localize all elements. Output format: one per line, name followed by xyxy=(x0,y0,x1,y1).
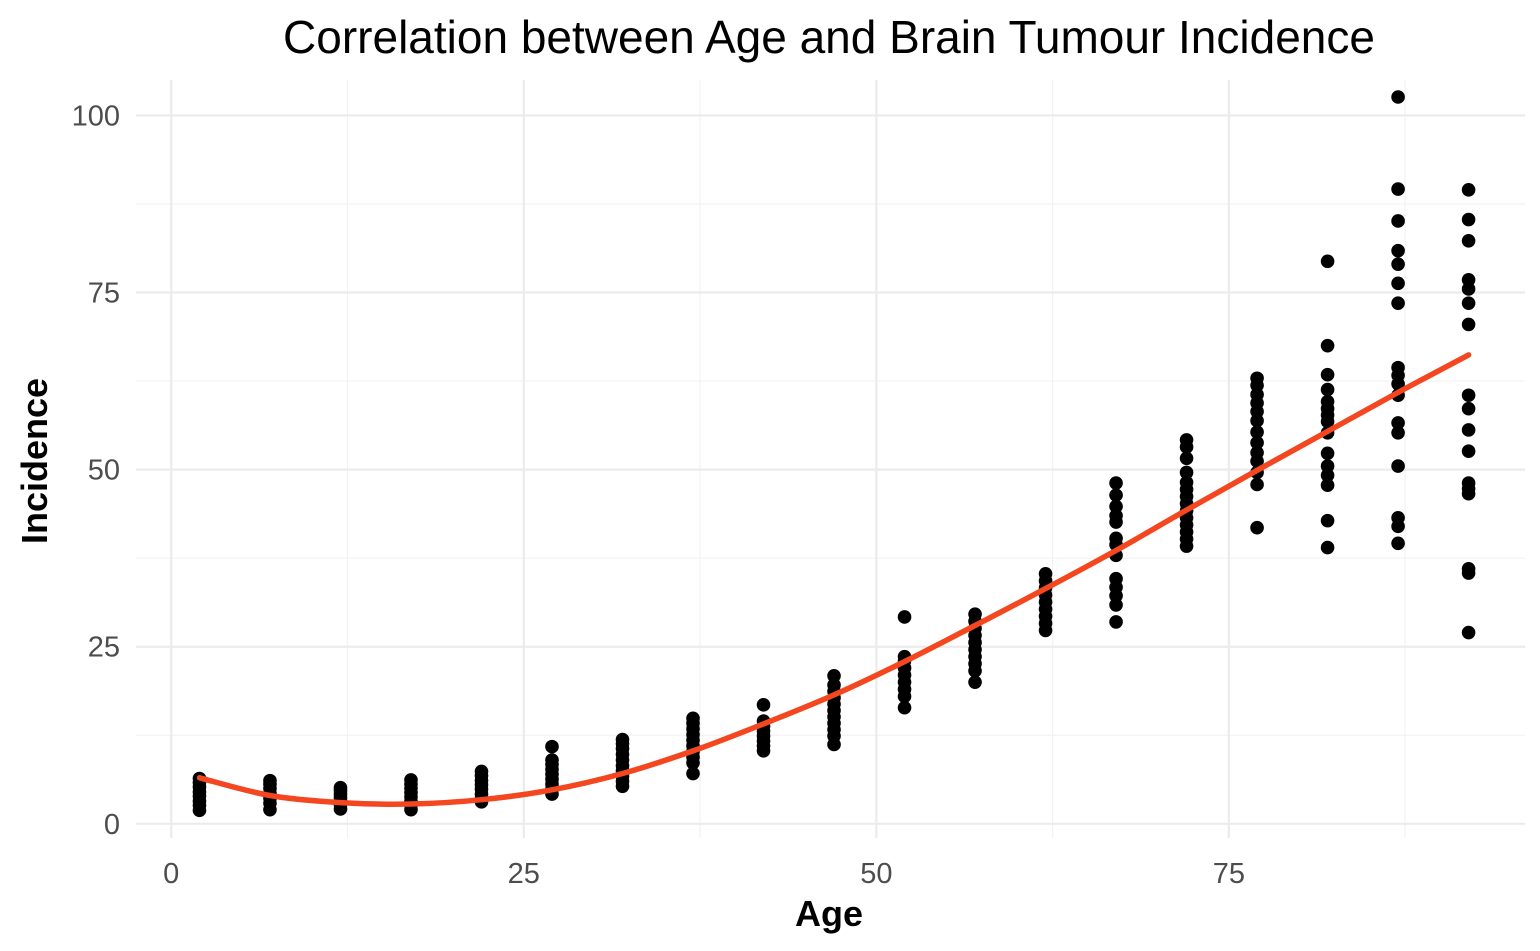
x-axis-title: Age xyxy=(795,893,863,934)
data-point xyxy=(686,766,700,781)
data-point xyxy=(1461,625,1476,640)
data-point xyxy=(1250,435,1264,450)
y-tick-label: 0 xyxy=(104,809,120,841)
data-point xyxy=(1109,488,1123,502)
data-point xyxy=(1461,234,1476,248)
data-point xyxy=(545,739,559,754)
y-tick-label: 25 xyxy=(88,632,120,664)
data-point xyxy=(1179,465,1194,480)
data-point xyxy=(1320,540,1335,555)
data-point xyxy=(615,732,630,747)
data-point xyxy=(968,675,982,689)
data-point xyxy=(1320,513,1335,528)
y-axis-title: Incidence xyxy=(14,378,55,544)
data-point xyxy=(968,607,982,621)
data-point xyxy=(897,700,912,715)
data-point xyxy=(1250,371,1264,386)
data-point xyxy=(1461,212,1476,227)
data-point xyxy=(1250,445,1264,460)
data-point xyxy=(1391,296,1405,310)
data-point xyxy=(1391,416,1405,430)
grid-lines xyxy=(136,80,1525,838)
data-point xyxy=(474,764,489,779)
data-point xyxy=(1109,615,1123,629)
y-tick-label: 100 xyxy=(72,100,120,132)
data-point xyxy=(1109,499,1123,514)
data-point xyxy=(1391,425,1405,440)
data-point xyxy=(1320,446,1335,461)
data-point xyxy=(1179,451,1194,466)
data-point xyxy=(1461,388,1476,403)
x-tick-label: 25 xyxy=(508,858,540,890)
data-point xyxy=(545,753,559,767)
data-point xyxy=(1179,475,1194,490)
y-tick-label: 50 xyxy=(88,455,120,487)
tick-labels: 0 25 50 75 0 25 50 75 100 xyxy=(72,100,1245,890)
data-point xyxy=(1391,243,1405,258)
data-point xyxy=(1320,367,1335,382)
data-point xyxy=(897,610,912,624)
data-point xyxy=(1320,254,1335,269)
y-tick-label: 75 xyxy=(88,278,120,310)
data-point xyxy=(1391,276,1405,291)
data-point xyxy=(263,773,277,788)
data-point xyxy=(1320,394,1335,409)
data-point xyxy=(1391,459,1405,473)
data-point xyxy=(1461,296,1476,310)
data-point xyxy=(1250,425,1264,439)
x-tick-label: 0 xyxy=(163,858,179,890)
data-point xyxy=(1461,562,1476,576)
data-point xyxy=(1320,459,1335,473)
chart-title: Correlation between Age and Brain Tumour… xyxy=(283,11,1375,63)
data-point xyxy=(1250,477,1264,492)
data-point xyxy=(1461,476,1476,490)
data-point xyxy=(686,711,700,726)
data-point xyxy=(1179,433,1194,447)
data-point xyxy=(1461,401,1476,416)
data-point xyxy=(1391,182,1405,196)
data-point xyxy=(1038,566,1053,581)
data-point xyxy=(1391,536,1405,551)
data-point xyxy=(756,698,771,712)
trend-line xyxy=(196,352,1472,807)
data-point xyxy=(1461,423,1476,437)
data-point xyxy=(1109,476,1123,490)
data-point xyxy=(333,780,348,795)
data-point xyxy=(1461,444,1476,459)
data-point xyxy=(1109,531,1123,546)
data-point xyxy=(827,668,841,683)
data-point xyxy=(1250,520,1264,535)
x-tick-label: 50 xyxy=(860,858,892,890)
data-point xyxy=(1391,360,1405,375)
trend-line-group xyxy=(196,352,1472,807)
data-point xyxy=(1461,317,1476,332)
data-point xyxy=(1320,382,1335,397)
data-point xyxy=(1391,510,1405,525)
data-point xyxy=(1461,272,1476,287)
data-point xyxy=(1391,257,1405,271)
data-point xyxy=(1391,214,1405,228)
x-tick-label: 75 xyxy=(1213,858,1245,890)
data-point xyxy=(1391,90,1405,104)
data-point xyxy=(1320,338,1335,353)
data-point xyxy=(1320,478,1335,493)
data-point xyxy=(404,773,418,787)
data-point xyxy=(1109,571,1123,586)
data-point xyxy=(1461,183,1476,197)
